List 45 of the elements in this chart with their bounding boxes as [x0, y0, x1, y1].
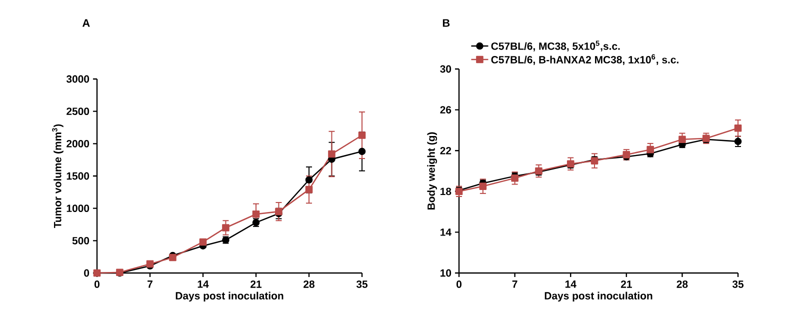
- y-axis-title: Tumor volume (mm$^{3}$): [52, 124, 64, 228]
- x-tick-label: 14: [565, 280, 576, 288]
- legend-label: C57BL/6, B-hANXA2 MC38, 1x10$^{6}$, s.c.: [491, 54, 678, 65]
- y-tick-label: 500: [72, 236, 90, 244]
- x-tick-label: 35: [356, 280, 368, 288]
- point: [358, 132, 366, 139]
- point: [328, 150, 336, 158]
- point: [358, 148, 366, 156]
- y-tick-label: 14: [440, 228, 452, 236]
- point: [646, 146, 654, 154]
- x-tick-label: 0: [94, 280, 100, 288]
- chart-title: A: [82, 19, 90, 27]
- x-tick-label: 0: [456, 280, 462, 288]
- x-tick-label: 7: [512, 280, 518, 288]
- point: [479, 182, 487, 190]
- x-tick-label: 14: [198, 280, 209, 288]
- x-tick-label: 7: [148, 280, 152, 288]
- y-tick-label: 2500: [66, 108, 90, 116]
- x-tick-label: 35: [732, 280, 744, 288]
- chart-title: B: [442, 19, 450, 27]
- legend-label: C57BL/6, MC38, 5x10$^{5}$,s.c.: [491, 40, 620, 52]
- y-tick-label: 30: [440, 65, 452, 73]
- y-tick-label: 26: [440, 106, 452, 114]
- x-tick-label: 21: [620, 280, 632, 288]
- x-tick-label: 28: [676, 280, 688, 288]
- y-tick-label: 1000: [66, 204, 90, 212]
- x-tick-label: 28: [304, 280, 314, 288]
- y-tick-label: 18: [440, 188, 452, 196]
- point: [305, 186, 313, 194]
- x-axis-title: Days post inoculation: [176, 292, 284, 302]
- point: [252, 210, 260, 218]
- point: [199, 238, 207, 246]
- y-tick-label: 22: [440, 146, 452, 154]
- y-tick-label: 2000: [66, 140, 90, 148]
- x-tick-label: 21: [250, 280, 262, 288]
- point: [222, 224, 230, 232]
- point: [678, 136, 686, 144]
- y-tick-label: 10: [440, 269, 452, 277]
- point: [305, 176, 313, 184]
- y-tick-label: 1500: [66, 172, 90, 180]
- y-axis-title: Body weight (g): [427, 132, 438, 210]
- y-tick-label: 0: [84, 269, 90, 277]
- x-axis-title: Days post inoculation: [544, 292, 652, 302]
- y-tick-label: 3000: [66, 75, 90, 83]
- point: [734, 124, 742, 132]
